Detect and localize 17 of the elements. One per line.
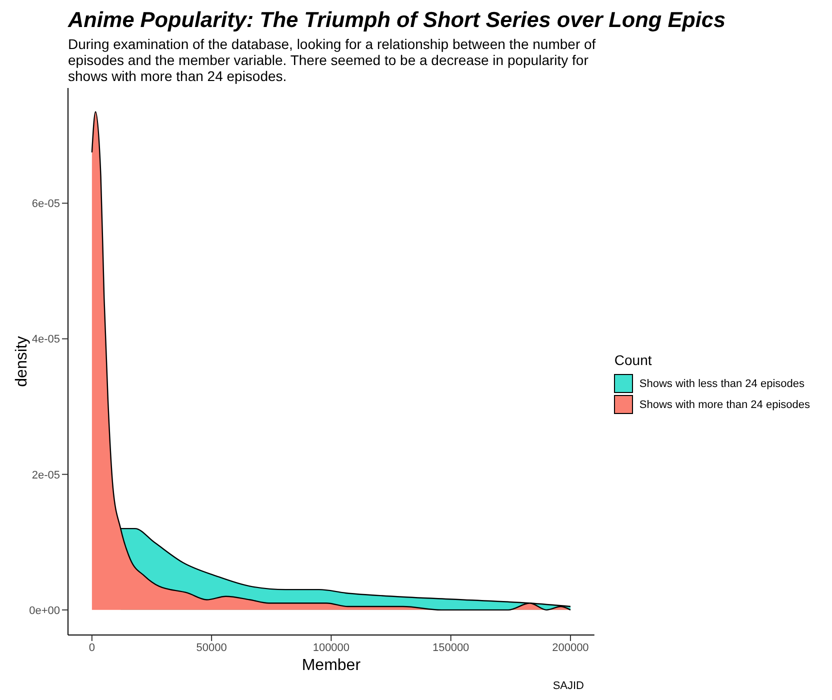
chart-subtitle: During examination of the database, looking for a relationship between the number of episodes and the member variable. There seemed to be a decrease in popularity for shows with more than 24 episodes. — [68, 36, 597, 84]
x-tick-label: 150000 — [432, 642, 470, 654]
y-tick-label: 4e-05 — [32, 334, 60, 346]
chart-title: Anime Popularity: The Triumph of Short Series over Long Epics — [68, 7, 727, 32]
text: SAJID — [552, 680, 584, 692]
x-axis-title: Member — [302, 657, 362, 674]
x-tick-label: 200000 — [552, 642, 589, 654]
y-axis-title: density — [14, 336, 30, 387]
y-tick-label: 0e+00 — [29, 604, 60, 617]
y-tick-label: 6e-05 — [32, 198, 60, 210]
x-tick-label: 50000 — [196, 642, 227, 654]
legend-label: Shows with less than 24 episodes — [639, 378, 804, 390]
x-tick-label: 100000 — [312, 642, 350, 654]
legend-label: Shows with more than 24 episodes — [639, 398, 810, 410]
x-tick-label: 0 — [88, 642, 95, 654]
legend-title: Count — [614, 352, 653, 368]
y-tick-label: 2e-05 — [32, 469, 60, 482]
